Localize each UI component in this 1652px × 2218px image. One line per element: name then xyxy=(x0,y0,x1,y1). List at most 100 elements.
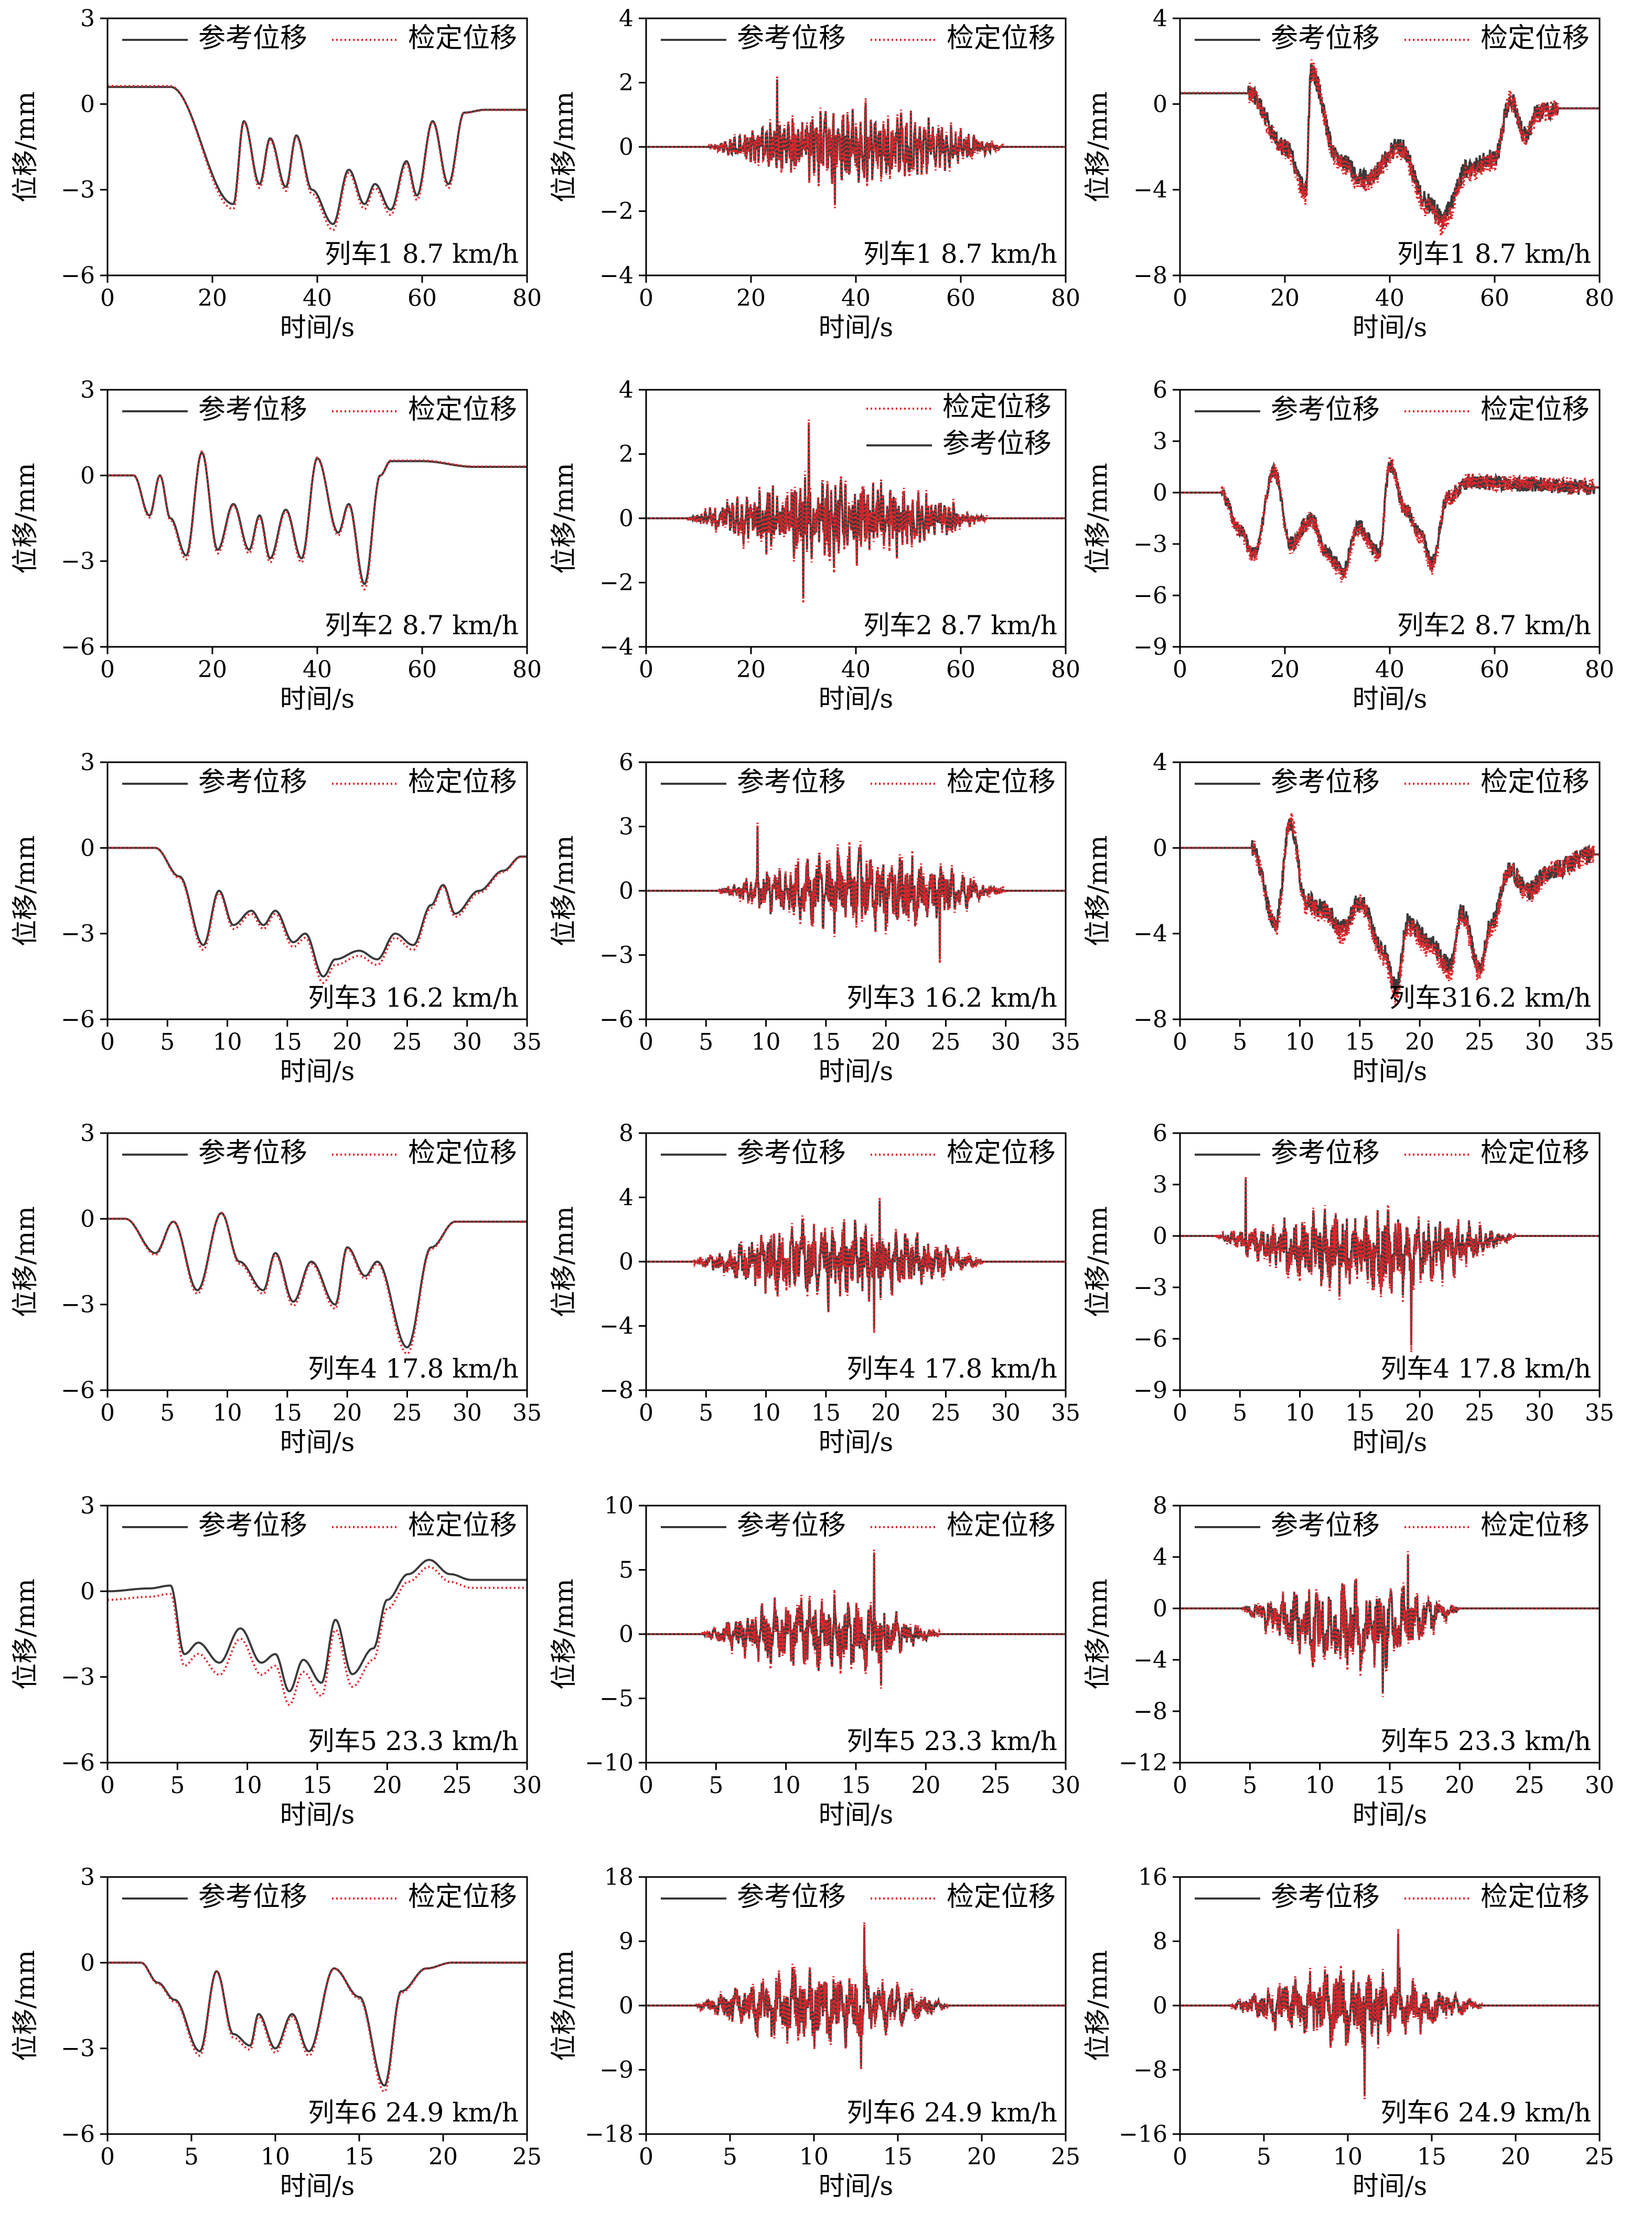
x-tick-label: 20 xyxy=(198,656,227,683)
series-calibrated-line xyxy=(108,1961,527,2093)
legend-label-calibrated: 检定位移 xyxy=(947,1510,1056,1541)
x-tick-label: 30 xyxy=(453,1400,482,1426)
series-calibrated-line xyxy=(646,1549,1066,1689)
x-tick-label: 10 xyxy=(752,1400,781,1426)
chart-panel-r4c2: 0 5 10 15 20 25 30 35 −8 −4 0 4 8 时间/s 位移/mm 参考位移 检定位移列车… xyxy=(549,1120,1080,1457)
y-tick-label: 0 xyxy=(1153,1992,1167,2019)
x-tick-label: 15 xyxy=(811,1029,841,1055)
y-tick-label: −6 xyxy=(61,1377,95,1404)
y-tick-label: −3 xyxy=(1133,531,1167,558)
y-tick-label: 3 xyxy=(1153,428,1167,455)
series-calibrated-line xyxy=(646,419,1066,604)
x-tick-label: 0 xyxy=(100,285,115,312)
y-axis-label: 位移/mm xyxy=(10,463,40,574)
chart-panel-r4c3: 0 5 10 15 20 25 30 35 −9 −6 −3 0 3 6 时间/s 位移/mm 参考位移 检定位移… xyxy=(1082,1120,1614,1457)
x-tick-label: 0 xyxy=(1173,1400,1187,1426)
x-tick-label: 10 xyxy=(799,2144,829,2170)
y-tick-label: −4 xyxy=(599,1313,634,1340)
y-axis-label: 位移/mm xyxy=(10,835,40,946)
train-speed-annotation: 列车5 23.3 km/h xyxy=(308,1726,519,1756)
x-tick-label: 15 xyxy=(1345,1029,1375,1055)
y-tick-label: 10 xyxy=(604,1492,634,1519)
x-tick-label: 0 xyxy=(639,2144,653,2170)
train-speed-annotation: 列车1 8.7 km/h xyxy=(325,239,519,269)
x-tick-label: 40 xyxy=(1375,656,1404,683)
chart-panel-r5c3: 0 5 10 15 20 25 30 −12 −8 −4 0 4 8 时间/s 位移/mm 参考位移 检定位移列… xyxy=(1082,1492,1614,1830)
x-tick-label: 0 xyxy=(100,656,115,683)
x-tick-label: 25 xyxy=(981,1772,1011,1799)
y-tick-label: −8 xyxy=(1133,262,1167,289)
y-axis-label: 位移/mm xyxy=(549,835,579,946)
x-tick-label: 5 xyxy=(1242,1772,1257,1799)
x-tick-label: 40 xyxy=(303,285,332,312)
x-tick-label: 0 xyxy=(1173,656,1187,683)
y-tick-label: 3 xyxy=(80,1864,95,1891)
legend-label-calibrated: 检定位移 xyxy=(947,1881,1056,1913)
x-tick-label: 25 xyxy=(1515,1772,1544,1799)
x-tick-label: 20 xyxy=(1270,285,1300,312)
legend-label-reference: 参考位移 xyxy=(737,766,846,798)
y-tick-label: 0 xyxy=(619,1249,634,1275)
y-tick-label: −12 xyxy=(1119,1750,1167,1776)
series-reference-line xyxy=(1180,817,1600,996)
legend-label-reference: 参考位移 xyxy=(1271,23,1380,54)
x-tick-label: 10 xyxy=(1285,1029,1315,1055)
x-tick-label: 60 xyxy=(946,656,975,683)
train-speed-annotation: 列车2 8.7 km/h xyxy=(863,610,1057,641)
train-speed-annotation: 列车1 8.7 km/h xyxy=(863,239,1057,269)
legend-label-calibrated: 检定位移 xyxy=(1481,1881,1590,1913)
y-tick-label: 18 xyxy=(604,1864,634,1891)
x-tick-label: 5 xyxy=(699,1029,713,1055)
legend-label-reference: 参考位移 xyxy=(1271,766,1380,798)
legend-label-reference: 参考位移 xyxy=(1271,1510,1380,1541)
chart-panel-r3c3: 0 5 10 15 20 25 30 35 −8 −4 0 4 时间/s 位移/mm 参考位移 检定位移列车3… xyxy=(1082,749,1614,1086)
legend-label-calibrated: 检定位移 xyxy=(947,766,1056,798)
legend-label-calibrated: 检定位移 xyxy=(947,1137,1056,1169)
x-tick-label: 5 xyxy=(699,1400,713,1426)
legend-label-reference: 参考位移 xyxy=(1271,1881,1380,1913)
y-tick-label: −3 xyxy=(599,942,634,969)
x-tick-label: 40 xyxy=(1375,285,1404,312)
chart-panel-r3c2: 0 5 10 15 20 25 30 35 −6 −3 0 3 6 时间/s 位移/mm 参考位移 检定位移列车… xyxy=(549,749,1080,1086)
legend-label-calibrated: 检定位移 xyxy=(408,1881,517,1913)
x-tick-label: 20 xyxy=(1405,1400,1434,1426)
x-tick-label: 5 xyxy=(1232,1029,1247,1055)
y-tick-label: 3 xyxy=(80,5,95,32)
y-tick-label: 6 xyxy=(619,749,634,776)
chart-panel-r4c1: 0 5 10 15 20 25 30 35 −6 −3 0 3 时间/s 位移/mm 参考位移 检定位移列车4… xyxy=(10,1120,542,1457)
y-tick-label: 2 xyxy=(619,441,634,468)
train-speed-annotation: 列车6 24.9 km/h xyxy=(1380,2097,1591,2128)
x-tick-label: 20 xyxy=(332,1029,362,1055)
y-axis-label: 位移/mm xyxy=(549,91,579,202)
series-calibrated-line xyxy=(646,75,1066,208)
x-tick-label: 5 xyxy=(160,1029,175,1055)
x-tick-label: 80 xyxy=(512,285,542,312)
x-axis-label: 时间/s xyxy=(1353,2171,1428,2201)
x-tick-label: 80 xyxy=(1051,285,1080,312)
x-axis-label: 时间/s xyxy=(1353,684,1428,714)
x-tick-label: 30 xyxy=(1525,1029,1554,1055)
legend-label-reference: 参考位移 xyxy=(198,394,307,425)
y-tick-label: 3 xyxy=(80,1120,95,1147)
x-axis-label: 时间/s xyxy=(280,2171,355,2201)
x-tick-label: 80 xyxy=(512,656,542,683)
y-tick-label: −4 xyxy=(599,262,634,289)
x-tick-label: 10 xyxy=(1333,2144,1363,2170)
x-axis-label: 时间/s xyxy=(819,2171,894,2201)
y-tick-label: 0 xyxy=(80,1949,95,1976)
x-tick-label: 0 xyxy=(100,1772,115,1799)
x-tick-label: 25 xyxy=(1465,1400,1494,1426)
x-tick-label: 10 xyxy=(213,1400,242,1426)
x-tick-label: 0 xyxy=(639,285,653,312)
x-tick-label: 20 xyxy=(1405,1029,1434,1055)
y-axis-label: 位移/mm xyxy=(549,463,579,574)
legend-label-calibrated: 检定位移 xyxy=(1481,394,1590,425)
plot-frame xyxy=(1179,17,1601,276)
x-axis-label: 时间/s xyxy=(1353,1799,1428,1830)
legend-label-reference: 参考位移 xyxy=(1271,1137,1380,1169)
series-reference-line xyxy=(108,86,527,225)
x-tick-label: 20 xyxy=(198,285,227,312)
x-tick-label: 25 xyxy=(1051,2144,1080,2170)
x-axis-label: 时间/s xyxy=(819,1056,894,1086)
